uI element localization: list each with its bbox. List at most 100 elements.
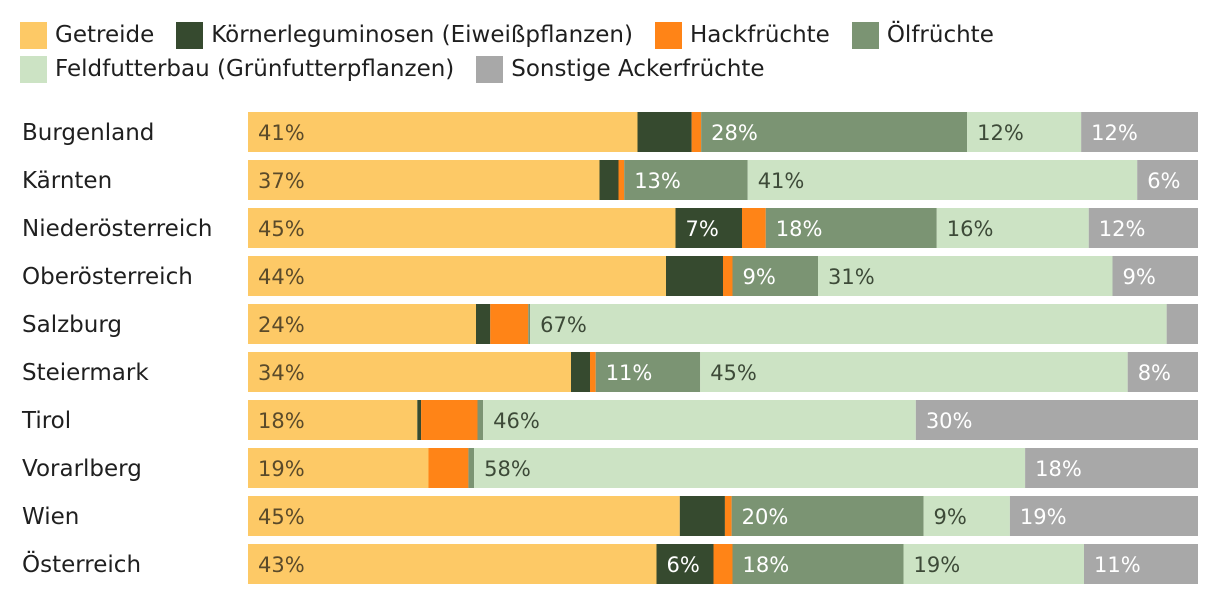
bar-segment <box>428 448 469 488</box>
bar-segment <box>248 112 638 152</box>
bar-segment <box>599 160 619 200</box>
bar-segment <box>732 544 904 584</box>
data-label: 6% <box>667 553 700 577</box>
data-label: 19% <box>914 553 961 577</box>
data-label: 24% <box>258 313 305 337</box>
bar-segment <box>571 352 590 392</box>
data-label: 18% <box>776 217 823 241</box>
bar-segment <box>765 208 937 248</box>
bar-segment <box>1088 208 1198 248</box>
legend-item: Getreide <box>20 21 155 49</box>
bar-segment <box>724 496 732 536</box>
category-label: Niederösterreich <box>22 216 212 242</box>
data-label: 8% <box>1138 361 1171 385</box>
bar-segment <box>590 352 596 392</box>
data-label: 11% <box>606 361 653 385</box>
data-label: 18% <box>1035 457 1082 481</box>
legend-label: Sonstige Ackerfrüchte <box>511 56 765 82</box>
data-label: 11% <box>1094 553 1141 577</box>
bar-segment <box>248 160 600 200</box>
bar-segment <box>618 160 625 200</box>
bar-segment <box>1137 160 1198 200</box>
bar-segment <box>1009 496 1198 536</box>
category-label: Kärnten <box>22 168 112 194</box>
legend-item: Feldfutterbau (Grünfutterpflanzen) <box>20 55 455 83</box>
bar-segment <box>731 496 924 536</box>
bar-segment <box>1127 352 1198 392</box>
category-label: Burgenland <box>22 120 154 146</box>
bar-segment <box>248 256 666 296</box>
bar-segment <box>1084 544 1198 584</box>
legend-row: Getreide Körnerleguminosen (Eiweißpflanze… <box>20 18 1210 52</box>
legend-label: Körnerleguminosen (Eiweißpflanzen) <box>211 22 633 48</box>
bar-segment <box>421 400 478 440</box>
bar-segment <box>967 112 1082 152</box>
data-label: 9% <box>743 265 776 289</box>
data-label: 45% <box>258 217 305 241</box>
bar-segment <box>903 544 1084 584</box>
bar-segment <box>675 208 742 248</box>
legend-item: Hackfrüchte <box>654 21 830 49</box>
category-label: Salzburg <box>22 312 122 338</box>
bar-segment <box>742 208 766 248</box>
bar-segment <box>747 160 1138 200</box>
legend-swatch <box>851 21 879 49</box>
legend-item: Körnerleguminosen (Eiweißpflanzen) <box>176 21 633 49</box>
data-label: 41% <box>758 169 805 193</box>
data-label: 12% <box>977 121 1024 145</box>
data-label: 13% <box>634 169 681 193</box>
bar-segment <box>818 256 1113 296</box>
data-label: 9% <box>934 505 967 529</box>
bar-segment <box>1081 112 1198 152</box>
bar-segment <box>923 496 1010 536</box>
data-label: 19% <box>258 457 305 481</box>
data-label: 12% <box>1091 121 1138 145</box>
bar-segment <box>936 208 1089 248</box>
data-label: 28% <box>711 121 758 145</box>
legend-swatch <box>20 21 47 49</box>
legend-swatch <box>20 55 47 83</box>
legend-item: Sonstige Ackerfrüchte <box>476 55 765 83</box>
category-label: Vorarlberg <box>22 456 142 482</box>
bar-segment <box>1112 256 1198 296</box>
bar-segment <box>248 544 657 584</box>
data-label: 18% <box>258 409 305 433</box>
data-label: 34% <box>258 361 305 385</box>
bar-segment <box>248 304 476 344</box>
bar-segment <box>624 160 748 200</box>
data-label: 12% <box>1099 217 1146 241</box>
data-label: 7% <box>686 217 719 241</box>
data-label: 20% <box>742 505 789 529</box>
bar-segment <box>483 400 916 440</box>
legend-label: Hackfrüchte <box>689 22 830 48</box>
category-label: Tirol <box>21 408 71 434</box>
category-label: Wien <box>22 504 79 530</box>
category-label: Steiermark <box>22 360 149 386</box>
data-label: 16% <box>947 217 994 241</box>
bar-segment <box>248 448 429 488</box>
legend-swatch <box>654 21 682 49</box>
data-label: 19% <box>1020 505 1067 529</box>
legend-label: Feldfutterbau (Grünfutterpflanzen) <box>55 56 455 82</box>
bar-segment <box>691 112 702 152</box>
data-label: 31% <box>828 265 875 289</box>
bar-segment <box>595 352 701 392</box>
bar-segment <box>530 304 1167 344</box>
bar-segment <box>528 304 531 344</box>
data-label: 18% <box>743 553 790 577</box>
bar-segment <box>723 256 733 296</box>
chart-legend: Getreide Körnerleguminosen (Eiweißpflanze… <box>20 18 1210 86</box>
data-label: 44% <box>258 265 305 289</box>
bar-segment <box>248 208 676 248</box>
legend-label: Getreide <box>55 22 155 48</box>
data-label: 46% <box>493 409 540 433</box>
bar-segment <box>477 400 484 440</box>
bar-segment <box>1025 448 1198 488</box>
bar-segment <box>679 496 725 536</box>
legend-swatch <box>176 21 204 49</box>
legend-item: Ölfrüchte <box>851 21 994 49</box>
data-label: 30% <box>926 409 973 433</box>
bar-segment <box>474 448 1026 488</box>
bar-segment <box>637 112 692 152</box>
